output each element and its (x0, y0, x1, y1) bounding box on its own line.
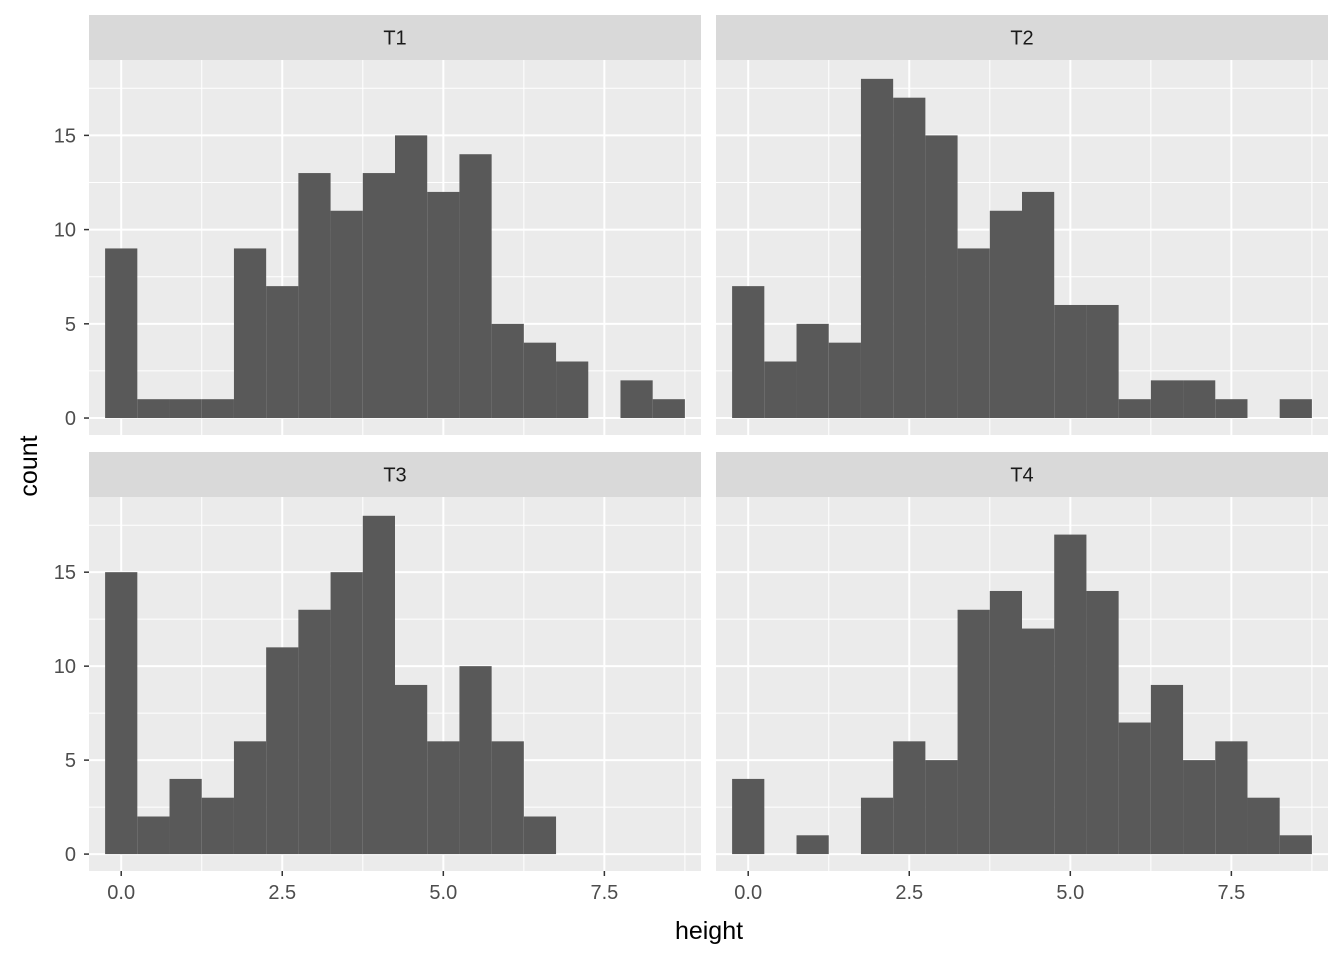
x-tick-label: 0.0 (734, 882, 762, 904)
facet-strip (716, 15, 1328, 60)
x-tick-label: 2.5 (268, 882, 296, 904)
histogram-bar (732, 778, 765, 855)
facet-strip (89, 452, 701, 497)
y-tick-label: 5 (65, 750, 76, 772)
histogram-bar (732, 286, 765, 419)
histogram-bar (796, 835, 829, 855)
y-tick-label: 15 (54, 562, 76, 584)
x-tick-label: 2.5 (895, 882, 923, 904)
histogram-bar (1247, 797, 1280, 855)
histogram-bar (523, 816, 557, 855)
histogram-bar (395, 684, 428, 855)
x-tick-label: 5.0 (1056, 882, 1084, 904)
histogram-bar (989, 590, 1022, 855)
y-tick-label: 15 (54, 125, 76, 147)
histogram-bar (491, 323, 524, 419)
histogram-bar (1118, 399, 1151, 419)
facet-panel-t1: T1 0 5 10 15 (54, 15, 701, 435)
histogram-bar (137, 816, 170, 855)
histogram-bar (893, 97, 926, 419)
histogram-bar (266, 286, 299, 419)
y-tick-label: 10 (54, 656, 76, 678)
histogram-bar (459, 666, 492, 855)
histogram-bar (298, 173, 331, 419)
histogram-bar (925, 760, 958, 855)
x-axis-title: height (675, 917, 743, 945)
histogram-bar (1086, 590, 1119, 855)
histogram-bar (652, 399, 685, 419)
histogram-bar (860, 797, 894, 855)
histogram-bar (1054, 534, 1087, 855)
histogram-bar (1118, 722, 1151, 855)
histogram-bar (105, 248, 138, 419)
histogram-bar (764, 361, 797, 419)
histogram-bar (1183, 760, 1216, 855)
histogram-bar (957, 609, 990, 855)
histogram-bar (620, 380, 653, 419)
histogram-bar (233, 741, 267, 855)
histogram-bar (1279, 835, 1312, 855)
histogram-bar (459, 154, 492, 419)
histogram-bar (137, 399, 170, 419)
histogram-bar (1215, 741, 1248, 855)
facet-panel-t4: T4 0.0 2.5 5.0 7.5 (716, 452, 1328, 904)
histogram-bar (491, 741, 524, 855)
y-tick-label: 5 (65, 314, 76, 336)
histogram-bar (362, 515, 395, 855)
histogram-bar (796, 323, 829, 419)
facet-panel-t3: T3 0 5 10 15 0.0 2.5 5.0 7.5 (54, 452, 701, 904)
histogram-bar (330, 210, 363, 419)
histogram-bar (989, 210, 1022, 419)
histogram-bar (1279, 399, 1312, 419)
x-tick-label: 7.5 (590, 882, 618, 904)
histogram-bar (169, 399, 202, 419)
histogram-bar (1022, 628, 1055, 855)
histogram-bar (893, 741, 926, 855)
histogram-bar (523, 342, 557, 419)
x-tick-label: 5.0 (429, 882, 457, 904)
y-tick-label: 10 (54, 220, 76, 242)
histogram-bar (1215, 399, 1248, 419)
histogram-bar (957, 248, 990, 419)
histogram-bar (169, 778, 202, 855)
histogram-bar (298, 609, 331, 855)
histogram-bar (330, 572, 363, 855)
histogram-bar (1150, 380, 1184, 419)
histogram-bar (828, 342, 861, 419)
histogram-bar (362, 173, 395, 419)
facet-strip-label: T4 (1010, 465, 1033, 487)
histogram-bar (556, 361, 589, 419)
histogram-bar (1183, 380, 1216, 419)
facet-strip-label: T2 (1010, 28, 1033, 50)
facet-panel-t2: T2 (716, 15, 1328, 435)
histogram-bar (105, 572, 138, 855)
histogram-bar (427, 741, 460, 855)
facet-strip-label: T1 (383, 28, 406, 50)
facet-strip-label: T3 (383, 465, 406, 487)
histogram-bar (395, 135, 428, 419)
histogram-bar (427, 191, 460, 419)
histogram-bar (1054, 304, 1087, 419)
x-tick-label: 0.0 (107, 882, 135, 904)
histogram-bar (266, 647, 299, 855)
y-tick-label: 0 (65, 408, 76, 430)
facet-strip (716, 452, 1328, 497)
facet-strip (89, 15, 701, 60)
histogram-bar (925, 135, 958, 419)
histogram-bar (1086, 304, 1119, 419)
histogram-bar (201, 797, 234, 855)
histogram-bar (860, 78, 894, 419)
y-axis-title: count (15, 435, 43, 496)
histogram-bar (1150, 684, 1184, 855)
y-tick-label: 0 (65, 844, 76, 866)
histogram-bar (201, 399, 234, 419)
x-tick-label: 7.5 (1217, 882, 1245, 904)
histogram-bar (1022, 191, 1055, 419)
histogram-bar (233, 248, 267, 419)
